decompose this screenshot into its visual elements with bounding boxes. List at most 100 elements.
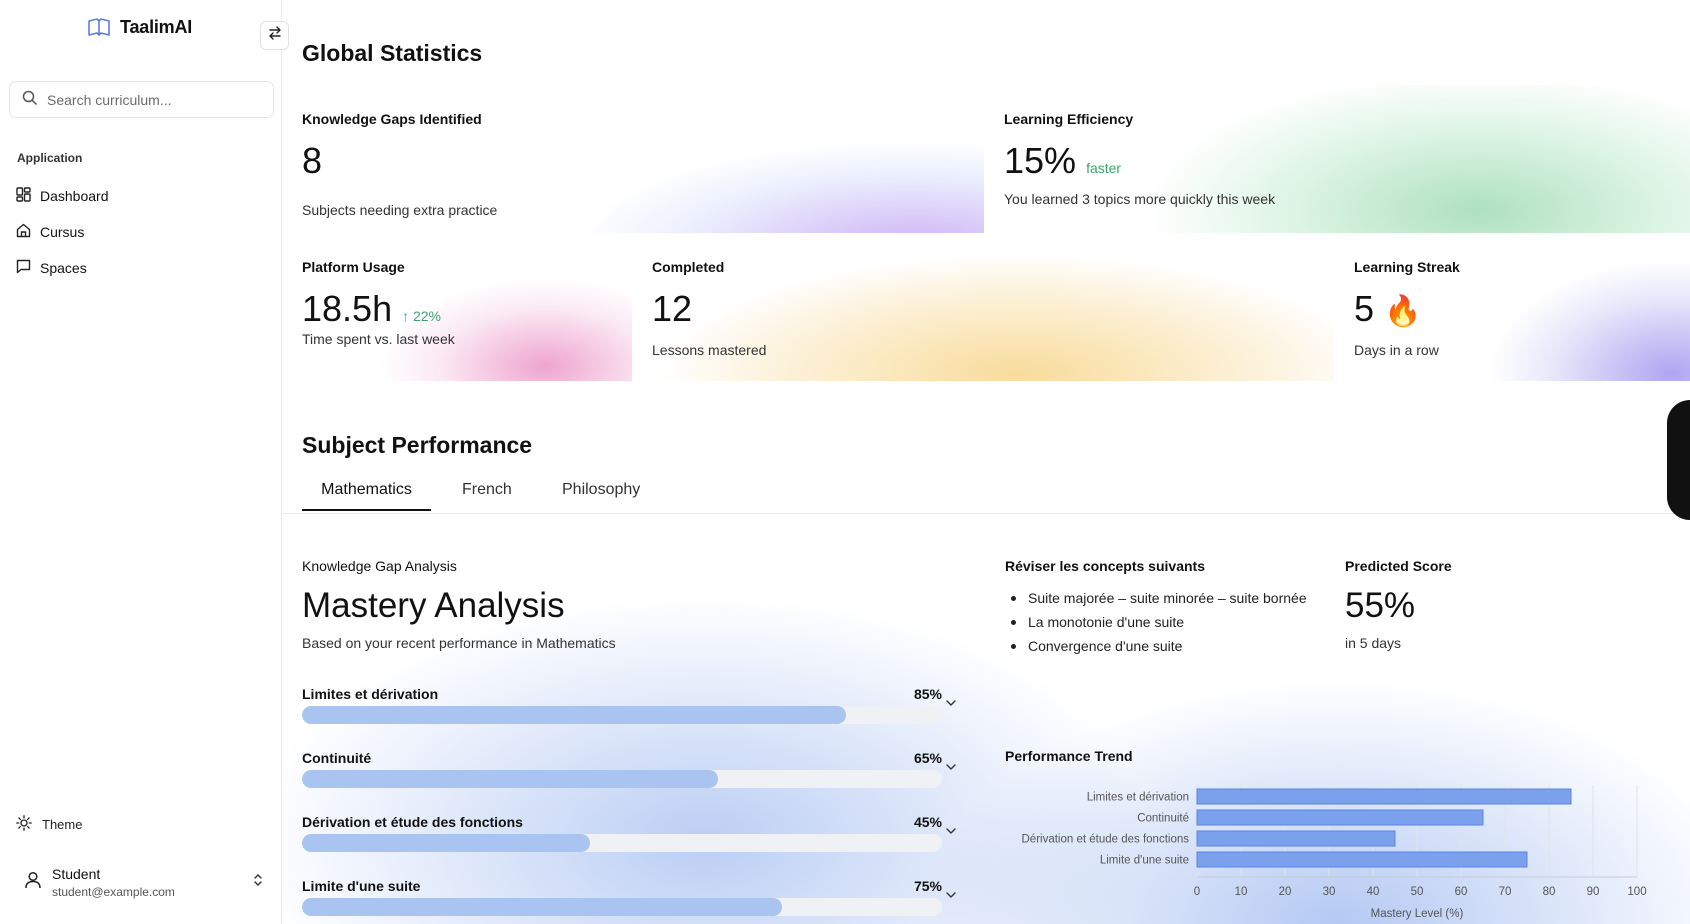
x-axis-title: Mastery Level (%) — [1371, 908, 1464, 920]
page-title: Global Statistics — [302, 40, 483, 66]
tick-label: 90 — [1587, 886, 1600, 898]
progress-track — [302, 770, 942, 788]
stat-card-platform-usage: Platform Usage 18.5h ↑ 22% Time spent vs… — [282, 233, 632, 381]
stat-value: 8 — [302, 140, 323, 181]
topic-row[interactable]: Dérivation et étude des fonctions 45% — [302, 814, 957, 874]
stat-label: Knowledge Gaps Identified — [302, 111, 482, 127]
stat-value: 12 — [652, 288, 693, 329]
stat-sub: Subjects needing extra practice — [302, 202, 498, 218]
topic-percent: 45% — [913, 814, 942, 830]
tab-mathematics[interactable]: Mathematics — [302, 481, 431, 511]
stat-sub: Days in a row — [1354, 342, 1439, 358]
chevron-up-down-icon — [252, 872, 264, 893]
tab-philosophy[interactable]: Philosophy — [562, 481, 641, 498]
tab-french[interactable]: French — [462, 481, 512, 498]
home-icon — [16, 223, 31, 241]
sidebar-nav: Dashboard Cursus Spaces — [16, 178, 266, 286]
grid-icon — [16, 187, 31, 205]
search-box[interactable] — [9, 81, 274, 118]
stat-value: 18.5h — [302, 288, 393, 329]
toggle-sidebar-button[interactable] — [260, 21, 289, 50]
chevron-down-icon[interactable] — [945, 886, 957, 904]
analysis-label: Knowledge Gap Analysis — [302, 558, 457, 574]
topic-percent: 85% — [913, 686, 942, 702]
chat-icon — [16, 259, 31, 277]
stat-card-learning-efficiency: Learning Efficiency 15% faster You learn… — [984, 85, 1690, 233]
brand[interactable]: TaalimAI — [88, 17, 192, 38]
topic-row[interactable]: Limite d'une suite 75% — [302, 878, 957, 924]
review-item: Convergence d'une suite — [1005, 634, 1307, 658]
topic-name: Dérivation et étude des fonctions — [302, 814, 523, 830]
chevron-down-icon[interactable] — [945, 822, 957, 840]
topic-percent: 65% — [913, 750, 942, 766]
review-title: Réviser les concepts suivants — [1005, 558, 1205, 574]
sidebar-item-spaces[interactable]: Spaces — [16, 250, 266, 286]
bar-2 — [1196, 809, 1484, 826]
topic-name: Continuité — [302, 750, 372, 766]
search-input[interactable] — [47, 91, 247, 108]
open-book-icon — [88, 17, 110, 38]
tick-label: 0 — [1194, 886, 1200, 898]
topic-name: Limite d'une suite — [302, 878, 421, 894]
category-label: Limites et dérivation — [1087, 792, 1189, 804]
tick-label: 100 — [1627, 886, 1646, 898]
stat-value: 5 — [1354, 288, 1375, 329]
stat-accent: ↑ 22% — [402, 308, 442, 324]
category-label: Dérivation et étude des fonctions — [1022, 834, 1190, 846]
tick-label: 20 — [1279, 886, 1292, 898]
progress-fill — [302, 834, 590, 852]
tick-label: 10 — [1235, 886, 1248, 898]
tick-label: 40 — [1367, 886, 1380, 898]
predicted-value: 55% — [1345, 586, 1416, 625]
progress-track — [302, 706, 942, 724]
tick-label: 70 — [1499, 886, 1512, 898]
tick-label: 30 — [1323, 886, 1336, 898]
topic-percent: 75% — [913, 878, 942, 894]
section-title: Subject Performance — [302, 432, 533, 458]
sidebar-item-label: Spaces — [40, 260, 87, 276]
user-icon — [24, 871, 42, 894]
stat-label: Learning Efficiency — [1004, 111, 1134, 127]
progress-fill — [302, 770, 718, 788]
stat-card-learning-streak: Learning Streak 5 🔥 Days in a row — [1334, 233, 1690, 381]
sidebar-item-dashboard[interactable]: Dashboard — [16, 178, 266, 214]
chevron-down-icon[interactable] — [945, 694, 957, 712]
floating-handle[interactable] — [1667, 400, 1690, 520]
analysis-subtitle: Based on your recent performance in Math… — [302, 635, 616, 651]
chevron-down-icon[interactable] — [945, 758, 957, 776]
review-item: Suite majorée – suite minorée – suite bo… — [1005, 586, 1307, 610]
user-name: Student — [52, 865, 101, 882]
topic-row[interactable]: Continuité 65% — [302, 750, 957, 810]
stat-sub: Lessons mastered — [652, 342, 767, 358]
main-content: Global Statistics Knowledge Gaps Identif… — [282, 0, 1690, 924]
predicted-label: Predicted Score — [1345, 558, 1452, 574]
stat-label: Platform Usage — [302, 259, 405, 275]
tick-label: 60 — [1455, 886, 1468, 898]
stat-card-knowledge-gaps: Knowledge Gaps Identified 8 Subjects nee… — [282, 85, 984, 233]
fire-icon: 🔥 — [1384, 295, 1422, 328]
subject-tabs: Mathematics French Philosophy — [282, 475, 1690, 514]
stat-card-completed: Completed 12 Lessons mastered — [632, 233, 1334, 381]
progress-track — [302, 834, 942, 852]
progress-fill — [302, 706, 846, 724]
user-menu[interactable]: Student student@example.com — [24, 862, 264, 902]
analysis-title: Mastery Analysis — [302, 586, 565, 625]
category-label: Limite d'une suite — [1100, 855, 1189, 867]
sun-icon — [16, 815, 32, 834]
sidebar: TaalimAI Application Dashboard Cursus — [0, 0, 289, 924]
bar-1 — [1196, 788, 1572, 805]
progress-track — [302, 898, 942, 916]
stat-sub: Time spent vs. last week — [302, 331, 455, 347]
topic-row[interactable]: Limites et dérivation 85% — [302, 686, 957, 746]
user-email: student@example.com — [52, 884, 175, 899]
stat-label: Learning Streak — [1354, 259, 1460, 275]
stat-sub: You learned 3 topics more quickly this w… — [1004, 191, 1276, 207]
theme-toggle[interactable]: Theme — [16, 815, 82, 834]
review-list: Suite majorée – suite minorée – suite bo… — [1005, 586, 1307, 658]
predicted-sub: in 5 days — [1345, 635, 1402, 651]
stat-value: 15% — [1004, 140, 1077, 181]
theme-label: Theme — [42, 817, 83, 832]
sidebar-item-cursus[interactable]: Cursus — [16, 214, 266, 250]
bar-3 — [1196, 830, 1396, 847]
search-icon — [22, 90, 37, 110]
